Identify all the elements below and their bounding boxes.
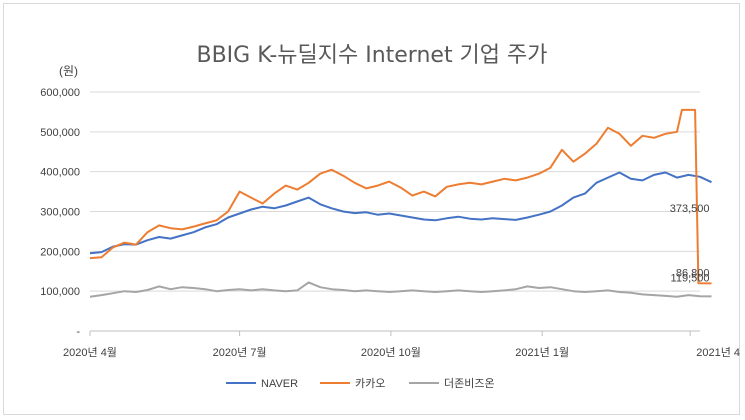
y-tick-label: 500,000 [40, 127, 80, 139]
data-label: 119,500 [671, 272, 710, 284]
legend-label: 카카오 [355, 377, 385, 390]
x-axis: 2020년 4월 2020년 7월 2020년 10월 2021년 1월 2021년 4 [63, 330, 740, 359]
y-axis-ticks: - 100,000 200,000 300,000 400,000 500,000 600,… [40, 87, 80, 338]
gridlines [90, 91, 700, 292]
y-tick-label: 100,000 [40, 286, 80, 298]
x-tick-label: 2020년 7월 [213, 346, 267, 359]
x-tick-label: 2020년 10월 [361, 346, 421, 359]
series-line-naver [89, 171, 712, 255]
chart-title: BBIG K-뉴딜지수 Internet 기업 주가 [196, 43, 547, 68]
legend: NAVER 카카오 더존비즈온 [226, 377, 495, 390]
data-label: 86,800 [676, 267, 710, 279]
x-tick-label: 2021년 4 [696, 346, 740, 359]
series-line-kakao [89, 108, 712, 285]
data-label: 373,500 [670, 203, 710, 215]
y-tick-label: 400,000 [40, 167, 80, 179]
x-tick-label: 2020년 4월 [63, 346, 117, 359]
y-tick-label: 200,000 [40, 246, 80, 258]
legend-label: 더존비즈온 [444, 377, 495, 390]
series-lines [89, 108, 712, 298]
y-tick-label: - [76, 326, 80, 338]
chart-frame [3, 3, 740, 415]
y-axis-unit-label: (원) [59, 64, 78, 78]
y-tick-label: 300,000 [40, 207, 80, 219]
x-tick-label: 2021년 1월 [515, 346, 569, 359]
legend-label: NAVER [261, 378, 298, 390]
series-line-douzone [89, 281, 712, 298]
y-tick-label: 600,000 [40, 87, 80, 99]
